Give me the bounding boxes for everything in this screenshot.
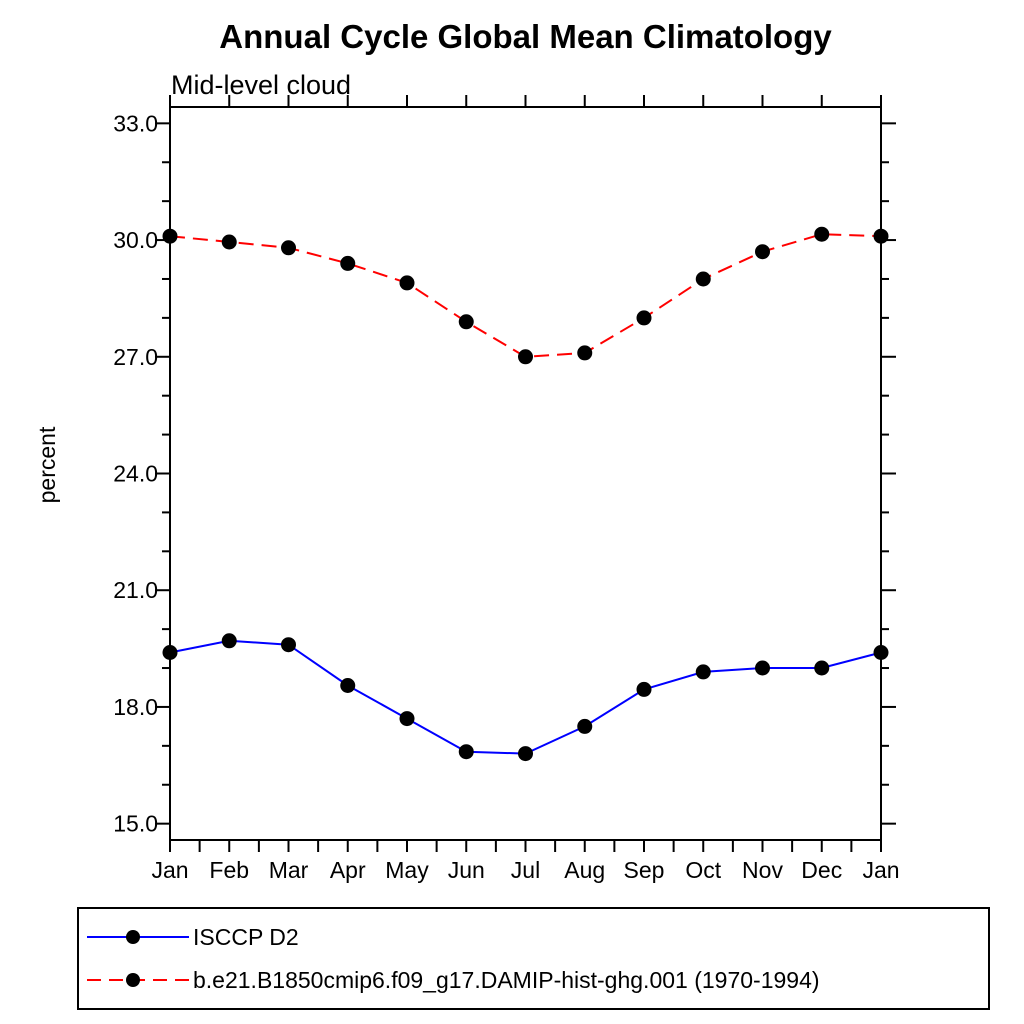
svg-text:Oct: Oct bbox=[685, 857, 721, 883]
svg-text:Mar: Mar bbox=[269, 857, 309, 883]
svg-text:Aug: Aug bbox=[564, 857, 605, 883]
x-axis-labels: Jan Feb Mar Apr May Jun Jul Aug Sep Oct Nov Dec Jan bbox=[151, 857, 899, 883]
svg-text:15.0: 15.0 bbox=[113, 811, 158, 837]
series-1-markers bbox=[162, 226, 889, 365]
legend: ISCCP D2 b.e21.B1850cmip6.f09_g17.DAMIP-… bbox=[77, 907, 990, 1010]
y-axis-title: percent bbox=[34, 426, 60, 503]
y-axis-ticks bbox=[155, 122, 896, 825]
series-0-line bbox=[169, 639, 882, 755]
legend-label-isccp-d2: ISCCP D2 bbox=[193, 923, 299, 950]
svg-text:Jun: Jun bbox=[448, 857, 485, 883]
svg-text:Jan: Jan bbox=[151, 857, 188, 883]
legend-sample-blue-line bbox=[87, 930, 189, 944]
series-1-line bbox=[169, 233, 882, 358]
svg-text:18.0: 18.0 bbox=[113, 694, 158, 720]
svg-text:Apr: Apr bbox=[330, 857, 366, 883]
svg-text:Nov: Nov bbox=[742, 857, 783, 883]
svg-text:Feb: Feb bbox=[209, 857, 249, 883]
svg-text:30.0: 30.0 bbox=[113, 227, 158, 253]
series-0-markers bbox=[162, 633, 889, 762]
legend-label-model-run: b.e21.B1850cmip6.f09_g17.DAMIP-hist-ghg.… bbox=[193, 966, 820, 993]
svg-text:Sep: Sep bbox=[624, 857, 665, 883]
svg-text:27.0: 27.0 bbox=[113, 344, 158, 370]
svg-text:May: May bbox=[385, 857, 429, 883]
y-axis-labels: 15.0 18.0 21.0 24.0 27.0 30.0 33.0 bbox=[113, 110, 158, 836]
svg-text:Jan: Jan bbox=[862, 857, 899, 883]
plot-frame bbox=[169, 106, 882, 841]
chart-subtitle: Mid-level cloud bbox=[171, 70, 352, 100]
svg-text:Jul: Jul bbox=[511, 857, 540, 883]
x-axis-ticks bbox=[169, 840, 882, 852]
svg-text:24.0: 24.0 bbox=[113, 461, 158, 487]
top-axis-ticks bbox=[169, 95, 882, 107]
chart-title: Annual Cycle Global Mean Climatology bbox=[219, 18, 832, 55]
svg-text:33.0: 33.0 bbox=[113, 110, 158, 136]
legend-item-model-run: b.e21.B1850cmip6.f09_g17.DAMIP-hist-ghg.… bbox=[85, 959, 988, 1002]
svg-text:21.0: 21.0 bbox=[113, 577, 158, 603]
legend-sample-red-dashed-line bbox=[87, 973, 189, 987]
svg-text:Dec: Dec bbox=[801, 857, 842, 883]
legend-item-isccp-d2: ISCCP D2 bbox=[85, 916, 988, 959]
